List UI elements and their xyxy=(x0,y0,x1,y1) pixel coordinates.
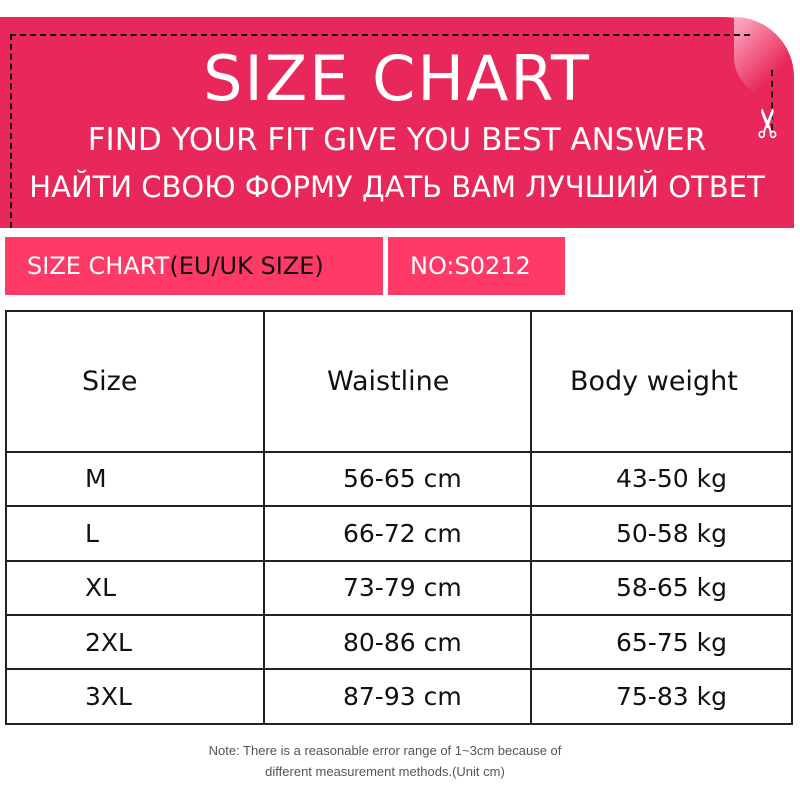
header-size: Size xyxy=(5,310,265,453)
size-chart-label: SIZE CHART(EU/UK SIZE) xyxy=(5,237,383,295)
table-row: XL 73-79 cm 58-65 kg xyxy=(5,559,793,617)
cell-waistline: 73-79 cm xyxy=(263,559,532,617)
table-row: L 66-72 cm 50-58 kg xyxy=(5,505,793,562)
cell-waistline: 66-72 cm xyxy=(263,505,532,562)
note-line-2: different measurement methods.(Unit cm) xyxy=(265,764,505,779)
cell-body-weight: 43-50 kg xyxy=(530,450,793,508)
subtitle-russian: НАЙТИ СВОЮ ФОРМУ ДАТЬ ВАМ ЛУЧШИЙ ОТВЕТ xyxy=(29,170,765,204)
page-title: SIZE CHART xyxy=(203,42,591,115)
cell-body-weight: 58-65 kg xyxy=(530,559,793,617)
dashed-cut-line xyxy=(771,70,773,130)
cell-size: M xyxy=(5,450,265,508)
cell-waistline: 80-86 cm xyxy=(263,613,532,671)
cell-size: L xyxy=(5,505,265,562)
product-number-label: NO:S0212 xyxy=(388,237,565,295)
dashed-cut-line xyxy=(10,34,750,36)
scissors-icon: ✂ xyxy=(745,106,792,140)
cell-waistline: 87-93 cm xyxy=(263,668,532,725)
note: Note: There is a reasonable error range … xyxy=(0,740,770,782)
header-banner xyxy=(0,17,794,228)
cell-waistline: 56-65 cm xyxy=(263,450,532,508)
note-line-1: Note: There is a reasonable error range … xyxy=(208,743,562,758)
size-table: Size Waistline Body weight M 56-65 cm 43-5… xyxy=(5,310,793,725)
table-header-row: Size Waistline Body weight xyxy=(5,310,793,453)
cell-size: XL xyxy=(5,559,265,617)
dashed-cut-line xyxy=(10,34,12,228)
table-row: 3XL 87-93 cm 75-83 kg xyxy=(5,668,793,725)
size-region-label: (EU/UK SIZE) xyxy=(169,252,324,280)
table-row: M 56-65 cm 43-50 kg xyxy=(5,450,793,508)
header-body-weight: Body weight xyxy=(530,310,793,453)
subtitle-english: FIND YOUR FIT GIVE YOU BEST ANSWER xyxy=(87,122,707,158)
size-chart-label-main: SIZE CHART xyxy=(27,252,170,280)
table-row: 2XL 80-86 cm 65-75 kg xyxy=(5,613,793,671)
cell-body-weight: 65-75 kg xyxy=(530,613,793,671)
cell-body-weight: 75-83 kg xyxy=(530,668,793,725)
header-waistline: Waistline xyxy=(263,310,532,453)
cell-size: 2XL xyxy=(5,613,265,671)
cell-body-weight: 50-58 kg xyxy=(530,505,793,562)
cell-size: 3XL xyxy=(5,668,265,725)
